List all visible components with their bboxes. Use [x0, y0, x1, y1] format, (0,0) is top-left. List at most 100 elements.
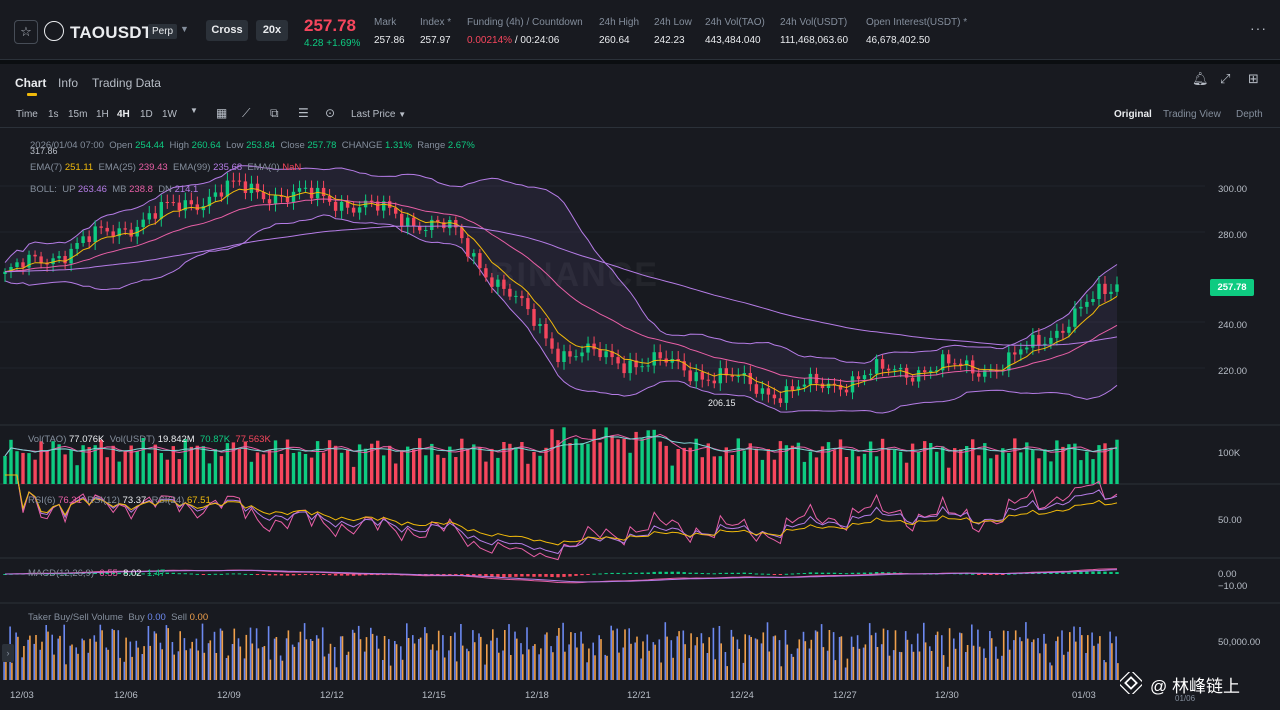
taker-sell-bar	[437, 630, 440, 680]
taker-buy-bar	[634, 642, 636, 680]
taker-buy-bar	[604, 654, 606, 680]
volume-bar	[69, 449, 73, 484]
price-type-select[interactable]: Last Price ▼	[351, 109, 407, 120]
stat-open-interest[interactable]: Open Interest(USDT) * 46,678,402.50	[866, 17, 968, 46]
taker-buy-bar	[111, 628, 114, 680]
macd-bar	[117, 572, 121, 574]
taker-sell-bar	[17, 636, 19, 680]
taker-sell-bar	[1020, 641, 1023, 680]
taker-sell-bar	[696, 637, 698, 680]
volume-bar	[712, 456, 716, 484]
taker-buy-bar	[321, 627, 324, 680]
volume-bar	[321, 452, 326, 484]
volume-bar	[820, 446, 825, 484]
macd-bar	[291, 574, 296, 576]
symbol-dropdown-chevron-icon[interactable]: ▼	[180, 24, 189, 34]
alert-bell-icon[interactable]: 🔔︎	[1192, 71, 1209, 86]
drawing-tools-icon[interactable]: ☰	[298, 106, 309, 120]
volume-bar	[363, 448, 368, 484]
candle-body	[255, 183, 260, 193]
taker-sell-bar	[29, 635, 31, 680]
taker-sell-bar	[125, 637, 127, 680]
taker-sell-bar	[654, 644, 656, 680]
volume-bar	[550, 429, 554, 484]
volume-bar	[580, 443, 584, 484]
view-trading-view[interactable]: Trading View	[1163, 109, 1221, 120]
price-change: 4.28 +1.69%	[304, 38, 361, 49]
candle-body	[652, 352, 656, 366]
leverage-button[interactable]: 20x	[256, 20, 288, 41]
more-options-icon[interactable]: ···	[1250, 20, 1267, 36]
volume-bar	[850, 449, 855, 484]
volume-bar	[502, 442, 506, 484]
taker-buy-bar	[580, 631, 582, 680]
volume-bar	[868, 441, 873, 484]
timeframe-1h[interactable]: 1H	[96, 109, 109, 120]
candle-body	[772, 394, 777, 399]
taker-sell-bar	[353, 632, 356, 680]
taker-buy-bar	[382, 660, 384, 680]
taker-sell-bar	[984, 657, 987, 680]
expand-panel-chevron-icon[interactable]: ›	[2, 644, 14, 662]
macd-bar	[688, 572, 692, 574]
stat-mark: Mark 257.86	[374, 17, 405, 46]
timeframe-1w[interactable]: 1W	[162, 109, 177, 120]
taker-sell-bar	[317, 638, 320, 680]
symbol-title[interactable]: TAOUSDT	[70, 23, 153, 42]
timeframe-15m[interactable]: 15m	[68, 109, 88, 120]
tab-info[interactable]: Info	[58, 76, 79, 90]
settings-icon[interactable]: ⊙	[325, 106, 336, 120]
volume-bar	[1115, 439, 1119, 484]
volume-bar	[1067, 444, 1071, 484]
margin-mode-button[interactable]: Cross	[206, 20, 248, 41]
taker-sell-bar	[173, 654, 175, 680]
candle-body	[51, 258, 55, 265]
more-timeframes-chevron-icon[interactable]: ▼	[190, 106, 198, 115]
bollinger-band	[4, 165, 1118, 414]
candle-body	[688, 370, 692, 382]
view-original[interactable]: Original	[1114, 109, 1152, 120]
taker-sell-bar	[269, 659, 272, 680]
candle-body	[532, 309, 536, 326]
indicators-icon[interactable]: ⟋	[242, 106, 251, 120]
taker-buy-bar	[652, 642, 655, 680]
volume-bar	[1043, 449, 1047, 484]
taker-buy-bar	[658, 639, 661, 680]
tab-chart[interactable]: Chart	[15, 76, 47, 90]
fullscreen-icon[interactable]: ⤢	[1220, 71, 1231, 86]
taker-buy-bar	[87, 652, 90, 680]
timeframe-1s[interactable]: 1s	[48, 109, 59, 120]
candle-body	[574, 356, 578, 358]
candle-type-icon[interactable]: ⧉	[270, 106, 279, 120]
price-chart[interactable]	[0, 128, 1280, 690]
favorite-star-icon[interactable]: ☆	[14, 20, 38, 44]
taker-sell-bar	[630, 643, 632, 680]
macd-bar	[339, 574, 344, 576]
taker-buy-bar	[363, 651, 366, 680]
taker-buy-bar	[51, 634, 53, 680]
taker-buy-bar	[1067, 651, 1069, 680]
macd-bar	[63, 573, 67, 575]
layout-grid-icon[interactable]: ⊞	[1248, 71, 1259, 86]
tab-trading-data[interactable]: Trading Data	[92, 76, 161, 90]
taker-buy-bar	[730, 629, 733, 680]
taker-sell-bar	[888, 655, 891, 680]
macd-bar	[616, 572, 620, 574]
volume-bar	[754, 448, 759, 484]
taker-buy-bar	[754, 638, 757, 680]
stat-index[interactable]: Index * 257.97	[420, 17, 452, 46]
volume-bar	[183, 439, 187, 484]
calendar-icon[interactable]: ▦	[216, 106, 228, 120]
taker-sell-bar	[89, 638, 91, 680]
timeframe-4h[interactable]: 4H	[117, 109, 130, 120]
macd-tick: 0.00	[1218, 569, 1237, 580]
taker-buy-bar	[941, 635, 943, 680]
candle-body	[796, 386, 801, 391]
volume-bar	[616, 439, 620, 484]
timeframe-1d[interactable]: 1D	[140, 109, 153, 120]
volume-bar	[640, 438, 644, 484]
taker-sell-bar	[71, 644, 73, 680]
view-depth[interactable]: Depth	[1236, 109, 1263, 120]
candle-body	[736, 375, 740, 377]
macd-bar	[544, 574, 548, 577]
